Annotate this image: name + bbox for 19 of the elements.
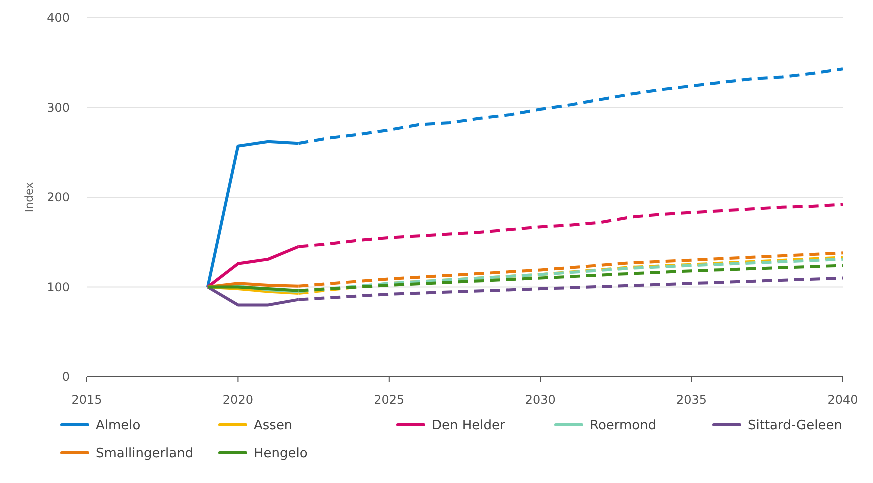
legend-label: Sittard-Geleen bbox=[748, 418, 842, 434]
legend-label: Assen bbox=[254, 418, 293, 434]
legend-label: Smallingerland bbox=[96, 446, 194, 462]
y-tick-label: 400 bbox=[47, 11, 70, 26]
x-tick-label: 2040 bbox=[828, 393, 858, 407]
legend-label: Almelo bbox=[96, 418, 141, 434]
x-tick-label: 2025 bbox=[374, 393, 405, 407]
legend-label: Den Helder bbox=[432, 418, 506, 434]
legend-label: Hengelo bbox=[254, 446, 308, 462]
x-tick-label: 2020 bbox=[222, 393, 254, 407]
x-tick-label: 2035 bbox=[676, 393, 708, 407]
y-tick-label: 100 bbox=[47, 280, 70, 294]
x-tick-label: 2030 bbox=[525, 393, 556, 407]
y-axis-title: Index bbox=[23, 182, 36, 213]
legend-label: Roermond bbox=[590, 418, 657, 434]
x-tick-label: 2015 bbox=[72, 393, 102, 407]
y-tick-label: 200 bbox=[47, 190, 70, 205]
y-tick-label: 300 bbox=[47, 100, 70, 115]
y-tick-label: 0 bbox=[62, 370, 70, 384]
